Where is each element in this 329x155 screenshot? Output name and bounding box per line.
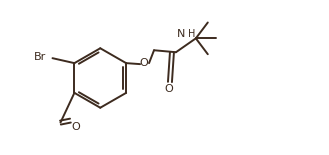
Text: O: O: [164, 84, 173, 94]
Text: H: H: [188, 29, 195, 39]
Text: O: O: [140, 58, 148, 68]
Text: O: O: [71, 122, 80, 132]
Text: N: N: [177, 29, 185, 39]
Text: Br: Br: [34, 52, 46, 62]
